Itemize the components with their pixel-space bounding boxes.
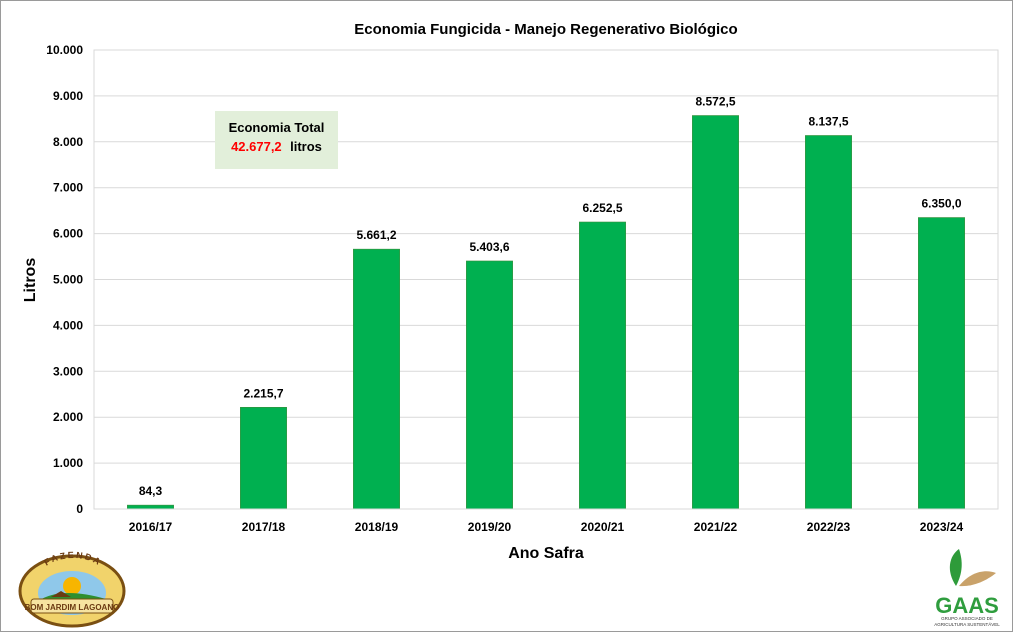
- bar: [692, 115, 739, 510]
- logo-bottom-text: BOM JARDIM LAGOANO: [25, 603, 120, 612]
- plot-area-border: [93, 49, 999, 510]
- y-tick-label: 9.000: [53, 89, 83, 103]
- bar: [353, 248, 400, 510]
- fazenda-logo: FAZENDA BOM JARDIM LAGOANO: [18, 550, 126, 628]
- bar: [805, 135, 852, 510]
- total-economy-value: 42.677,2: [231, 139, 282, 154]
- bars: [127, 115, 965, 510]
- y-tick-label: 5.000: [53, 273, 83, 287]
- x-tick-label: 2016/17: [129, 520, 173, 534]
- bar: [579, 221, 626, 510]
- bar: [918, 217, 965, 510]
- y-tick-label: 2.000: [53, 410, 83, 424]
- leaf-brown-icon: [959, 571, 996, 587]
- bar: [240, 406, 287, 510]
- data-label: 5.661,2: [356, 228, 396, 242]
- x-tick-label: 2021/22: [694, 520, 738, 534]
- logo-banner: [30, 598, 114, 614]
- y-axis-title: Litros: [22, 258, 39, 303]
- total-economy-line: 42.677,2 litros: [231, 138, 322, 155]
- y-tick-label: 8.000: [53, 135, 83, 149]
- gaas-subtitle-line2: AGRICULTURA SUSTENTÁVEL: [934, 621, 1000, 627]
- gaas-logo: GAAS GRUPO ASSOCIADO DE AGRICULTURA SUST…: [934, 549, 1000, 627]
- x-tick-label: 2022/23: [807, 520, 851, 534]
- y-tick-label: 1.000: [53, 456, 83, 470]
- total-economy-box: Economia Total 42.677,2 litros: [215, 111, 338, 169]
- total-economy-unit: litros: [290, 139, 322, 154]
- sun-icon: [63, 577, 81, 595]
- y-tick-label: 3.000: [53, 364, 83, 378]
- x-tick-label: 2020/21: [581, 520, 625, 534]
- data-label: 5.403,6: [469, 240, 509, 254]
- x-tick-label: 2023/24: [920, 520, 964, 534]
- total-economy-title: Economia Total: [229, 120, 325, 135]
- x-tick-label: 2018/19: [355, 520, 399, 534]
- gaas-name: GAAS: [935, 593, 999, 618]
- bar: [466, 260, 513, 510]
- house-icon: [51, 591, 71, 597]
- data-label: 8.572,5: [695, 95, 735, 109]
- data-labels: 84,3 2.215,7 5.661,2 5.403,6 6.252,5 8.572,5 8…: [139, 95, 962, 499]
- chart-title: Economia Fungicida - Manejo Regenerativo…: [354, 21, 737, 38]
- y-tick-label: 6.000: [53, 227, 83, 241]
- total-economy-box-bg: [215, 111, 338, 169]
- data-label: 84,3: [139, 484, 163, 498]
- leaf-icon: [949, 549, 962, 586]
- y-axis-ticks: 0 1.000 2.000 3.000 4.000 5.000 6.000 7.000 8.00…: [46, 43, 83, 516]
- y-tick-label: 10.000: [46, 43, 83, 57]
- data-label: 6.350,0: [921, 197, 961, 211]
- y-tick-label: 7.000: [53, 181, 83, 195]
- data-label: 2.215,7: [243, 386, 283, 400]
- gaas-subtitle-line1: GRUPO ASSOCIADO DE: [941, 616, 993, 621]
- data-label: 8.137,5: [808, 114, 848, 128]
- x-tick-label: 2019/20: [468, 520, 512, 534]
- y-tick-label: 0: [76, 502, 83, 516]
- x-axis-title: Ano Safra: [508, 545, 584, 562]
- y-tick-label: 4.000: [53, 318, 83, 332]
- x-tick-label: 2017/18: [242, 520, 286, 534]
- x-axis-ticks: 2016/17 2017/18 2018/19 2019/20 2020/21 2021/…: [129, 520, 964, 534]
- data-label: 6.252,5: [582, 201, 622, 215]
- bar: [127, 504, 174, 510]
